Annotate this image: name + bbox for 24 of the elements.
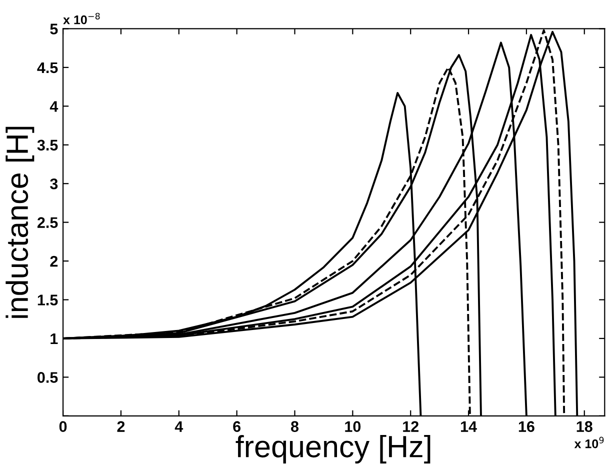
y-axis-title: inductance [H]	[6, 126, 34, 318]
y-tick-label: 1	[50, 333, 58, 344]
x-tick-label: 14	[460, 421, 477, 432]
x-tick-label: 12	[403, 421, 418, 432]
x-tick-label: 16	[518, 421, 534, 432]
x-axis-title: frequency [Hz]	[236, 434, 430, 464]
y-tick-label: 3.5	[37, 140, 58, 151]
x-tick-label: 10	[345, 421, 361, 432]
y-tick-label: 3	[50, 178, 58, 190]
y-tick-label: 0.5	[38, 372, 58, 383]
y-tick-label: 2	[50, 256, 58, 267]
y-tick-label: 5	[50, 24, 58, 34]
x-tick-label: 0	[59, 421, 67, 432]
x-tick-label: 4	[174, 421, 184, 432]
text: x 10$^{9}$	[574, 436, 604, 448]
y-tick-label: 4	[50, 101, 58, 112]
y-tick-label: 1.5	[38, 294, 58, 306]
x-tick-label: 18	[576, 421, 592, 432]
y-tick-label: 2.5	[37, 217, 58, 228]
text: x 10$^{−8}$	[63, 12, 100, 24]
x-tick-label: 6	[233, 421, 241, 432]
x-tick-label: 8	[290, 421, 299, 432]
y-tick-label: 4.5	[37, 62, 58, 74]
x-tick-label: 2	[117, 421, 125, 432]
